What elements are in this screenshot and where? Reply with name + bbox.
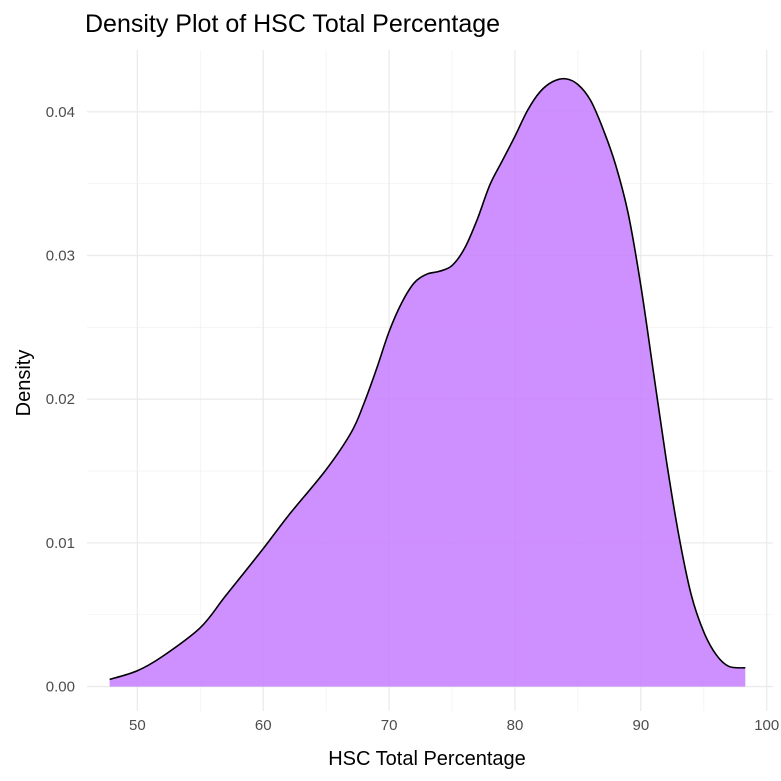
y-tick-label: 0.00 (46, 679, 75, 696)
y-axis-title: Density (13, 350, 35, 417)
x-tick-label: 80 (507, 717, 524, 734)
x-tick-labels: 50 60 70 80 90 100 (129, 717, 779, 734)
x-axis-title: HSC Total Percentage (328, 748, 526, 770)
y-tick-label: 0.01 (46, 535, 75, 552)
series-layer (109, 77, 746, 687)
x-tick-label: 50 (129, 717, 146, 734)
y-tick-label: 0.04 (46, 104, 75, 121)
x-tick-label: 70 (381, 717, 398, 734)
x-tick-label: 90 (632, 717, 649, 734)
density-line (109, 77, 746, 681)
y-tick-label: 0.02 (46, 391, 75, 408)
x-tick-label: 60 (255, 717, 272, 734)
chart-title: Density Plot of HSC Total Percentage (85, 10, 500, 38)
y-tick-labels: 0.00 0.01 0.02 0.03 0.04 (46, 104, 75, 696)
density-area (109, 78, 746, 687)
x-tick-label: 100 (754, 717, 779, 734)
y-tick-label: 0.03 (46, 247, 75, 264)
